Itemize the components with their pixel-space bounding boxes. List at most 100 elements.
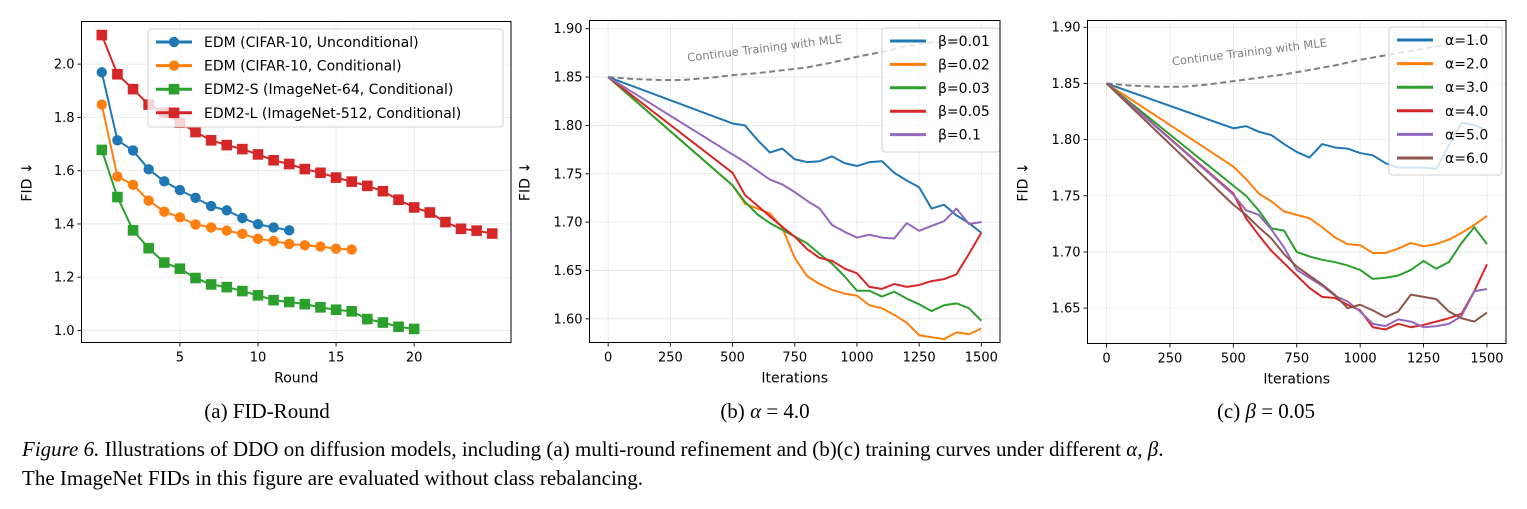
data-point-square xyxy=(112,68,123,80)
y-tick-label: 1.60 xyxy=(554,312,583,327)
series-line xyxy=(607,76,983,322)
data-point-circle xyxy=(190,192,201,204)
panel-b-subcaption: (b) α = 4.0 xyxy=(720,399,809,423)
data-point-square xyxy=(237,143,248,155)
y-tick-label: 1.65 xyxy=(1052,302,1081,317)
panel-c-xlabel: Iterations xyxy=(1263,372,1330,388)
x-tick-label: 20 xyxy=(406,351,423,366)
series-edm-cifar-10-unconditional- xyxy=(96,67,295,236)
x-tick-label: 250 xyxy=(1158,352,1183,367)
x-tick-label: 1000 xyxy=(840,351,873,366)
data-point-square xyxy=(112,191,123,203)
data-point-circle xyxy=(190,219,201,230)
x-tick-label: 1250 xyxy=(1407,352,1440,367)
series-line xyxy=(607,76,983,290)
x-tick-label: 1500 xyxy=(965,351,998,366)
caption-figure-label: Figure 6. xyxy=(22,437,100,461)
legend-label: β=0.05 xyxy=(938,104,990,120)
data-point-square xyxy=(362,180,373,192)
data-point-circle xyxy=(96,67,108,78)
x-tick-label: 250 xyxy=(658,351,683,366)
mle-annotation: Continue Training with MLE xyxy=(1171,36,1328,69)
x-tick-label: 0 xyxy=(604,351,612,366)
data-point-square xyxy=(455,223,467,235)
data-point-square xyxy=(252,149,264,160)
panel-c-ylabel: FID ↓ xyxy=(1016,162,1032,201)
data-point-square xyxy=(221,281,233,293)
series--6-0 xyxy=(1105,82,1488,323)
panel-c-ticks: 0 250 500 750 1000 1250 1500 1.65 1.70 1.75 1.80 1.… xyxy=(1052,21,1504,367)
legend-label: EDM (CIFAR-10, Unconditional) xyxy=(204,35,419,51)
legend-marker-circle xyxy=(168,60,180,71)
data-point-square xyxy=(237,285,248,297)
y-tick-label: 2.0 xyxy=(54,58,75,73)
series--0-03 xyxy=(607,76,983,322)
y-tick-label: 1.85 xyxy=(1052,77,1081,92)
data-point-square xyxy=(96,144,108,156)
data-point-square xyxy=(190,126,201,138)
panel-a-subcaption: (a) FID-Round xyxy=(204,399,330,423)
data-point-circle xyxy=(268,222,279,233)
data-point-circle xyxy=(237,212,248,224)
caption-end: . xyxy=(1158,437,1164,461)
data-point-square xyxy=(268,154,279,166)
legend-label: β=0.1 xyxy=(938,128,981,144)
data-point-circle xyxy=(346,244,357,255)
legend-label: α=5.0 xyxy=(1445,127,1488,143)
y-tick-label: 1.0 xyxy=(54,324,75,339)
data-point-square xyxy=(330,304,342,316)
data-point-square xyxy=(393,321,404,333)
x-tick-label: 5 xyxy=(176,351,184,366)
series--0-05 xyxy=(607,76,983,290)
data-point-square xyxy=(299,163,311,175)
x-tick-label: 750 xyxy=(782,351,807,366)
y-tick-label: 1.8 xyxy=(54,111,75,126)
panel-a-xlabel: Round xyxy=(274,371,318,387)
figure-panels: EDM (CIFAR-10, Unconditional) EDM (CIFAR-… xyxy=(20,20,1507,423)
data-point-circle xyxy=(284,238,295,250)
legend-marker-square xyxy=(168,107,180,119)
panel-c-subcaption-rest: = 0.05 xyxy=(1256,399,1315,423)
panel-b-legend: β=0.01 β=0.02 β=0.03 β=0.05 β=0.1 xyxy=(881,27,1001,153)
data-point-circle xyxy=(143,195,154,206)
data-point-circle xyxy=(159,176,170,187)
panel-c-subcaption: (c) β = 0.05 xyxy=(1217,399,1315,423)
data-point-circle xyxy=(127,145,139,156)
data-point-square xyxy=(471,225,482,236)
data-point-square xyxy=(283,158,295,170)
x-tick-label: 15 xyxy=(328,351,345,366)
mle-dashed-line xyxy=(1106,37,1488,88)
panel-b-subcaption-rest: = 4.0 xyxy=(761,399,810,423)
y-tick-label: 1.65 xyxy=(554,264,583,279)
caption-line-1: Figure 6. Illustrations of DDO on diffus… xyxy=(22,435,1512,464)
y-tick-label: 1.80 xyxy=(1052,133,1081,148)
legend-box xyxy=(147,28,504,128)
series-line xyxy=(607,76,982,240)
figure-caption: Figure 6. Illustrations of DDO on diffus… xyxy=(22,435,1512,493)
data-point-square xyxy=(377,185,389,197)
legend-marker-square xyxy=(168,83,180,95)
legend-label: β=0.01 xyxy=(938,34,990,50)
data-point-square xyxy=(346,306,357,317)
legend-label: α=1.0 xyxy=(1445,33,1488,49)
data-point-circle xyxy=(174,212,186,223)
x-tick-label: 500 xyxy=(1221,352,1246,367)
data-point-square xyxy=(143,242,154,254)
caption-text: Illustrations of DDO on diffusion models… xyxy=(99,437,1127,461)
data-point-square xyxy=(158,257,170,268)
panel-b-series xyxy=(607,76,983,341)
caption-var-alpha: α xyxy=(1126,437,1138,461)
panel-b-ticks: 0 250 500 750 1000 1250 1500 1.60 1.65 1.70 1.75 1.… xyxy=(554,22,998,365)
x-tick-label: 500 xyxy=(720,351,745,366)
data-point-square xyxy=(252,290,264,301)
data-point-circle xyxy=(159,206,170,217)
legend-label: β=0.02 xyxy=(938,57,990,73)
series-line xyxy=(1105,82,1488,280)
legend-label: EDM (CIFAR-10, Conditional) xyxy=(204,59,402,75)
series-line xyxy=(607,76,982,234)
panel-a-axes-frame xyxy=(81,21,512,343)
x-tick-label: 750 xyxy=(1284,352,1309,367)
data-point-circle xyxy=(127,179,139,190)
data-point-square xyxy=(315,302,326,313)
data-point-circle xyxy=(299,240,311,251)
